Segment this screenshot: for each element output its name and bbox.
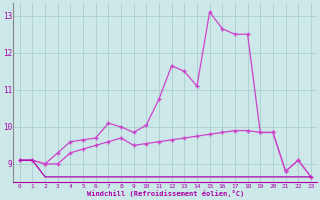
X-axis label: Windchill (Refroidissement éolien,°C): Windchill (Refroidissement éolien,°C)	[87, 190, 244, 197]
